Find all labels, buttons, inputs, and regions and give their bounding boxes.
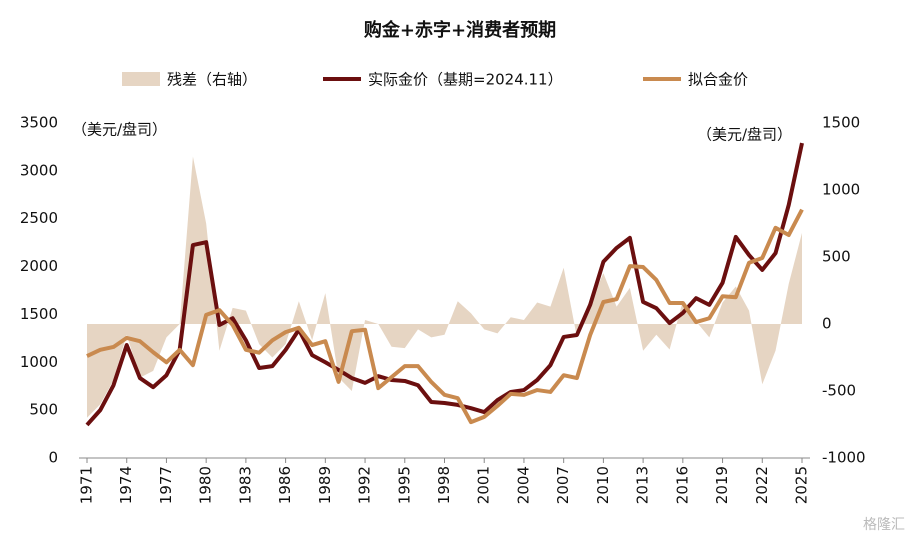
x-tick-label: 2016 — [673, 466, 691, 504]
y-tick-label: 3500 — [20, 114, 58, 132]
legend-label: 拟合金价 — [688, 71, 748, 89]
area — [87, 156, 802, 418]
x-tick-label: 2004 — [514, 466, 532, 504]
x-tick-label: 2019 — [713, 466, 731, 504]
y-tick-label: 1000 — [20, 353, 58, 371]
y-tick-label: 2500 — [20, 209, 58, 227]
line — [85, 142, 804, 427]
x-tick-label: 1992 — [356, 466, 374, 504]
x-tick-label: 1989 — [316, 466, 334, 504]
y-tick-label: 500 — [29, 401, 58, 419]
watermark: 格隆汇 — [863, 517, 905, 533]
y-unit-label: （美元/盘司） — [72, 121, 167, 139]
y-tick-label: 1500 — [20, 305, 58, 323]
x-tick-label: 1980 — [197, 466, 215, 504]
x-tick-label: 1977 — [157, 466, 175, 504]
legend-label: 实际金价（基期=2024.11） — [368, 71, 563, 89]
y2-tick-label: 500 — [822, 248, 851, 266]
x-tick-label: 2007 — [554, 466, 572, 504]
x-tick-label: 1998 — [435, 466, 453, 504]
x-tick-label: 1971 — [78, 466, 96, 504]
y2-unit-label: （美元/盘司） — [697, 126, 792, 144]
x-tick-label: 1983 — [236, 466, 254, 504]
y2-tick-label: -1000 — [822, 449, 866, 467]
y-tick-label: 3000 — [20, 161, 58, 179]
x-tick-label: 2010 — [594, 466, 612, 504]
x-tick-label: 1974 — [117, 466, 135, 504]
y-tick-label: 0 — [48, 449, 58, 467]
x-tick-label: 2001 — [475, 466, 493, 504]
x-tick-label: 1995 — [395, 466, 413, 504]
x-tick-label: 2013 — [634, 466, 652, 504]
x-tick-label: 1986 — [276, 466, 294, 504]
y2-tick-label: 1000 — [822, 181, 860, 199]
y-tick-label: 2000 — [20, 257, 58, 275]
y2-tick-label: -500 — [822, 382, 856, 400]
legend-swatch — [122, 72, 160, 86]
y2-tick-label: 1500 — [822, 114, 860, 132]
y2-tick-label: 0 — [822, 315, 832, 333]
line — [86, 208, 804, 425]
x-tick-label: 2022 — [753, 466, 771, 504]
x-tick-label: 2025 — [793, 466, 811, 504]
legend-label: 残差（右轴） — [167, 71, 257, 89]
chart-title: 购金+赤字+消费者预期 — [364, 19, 556, 41]
